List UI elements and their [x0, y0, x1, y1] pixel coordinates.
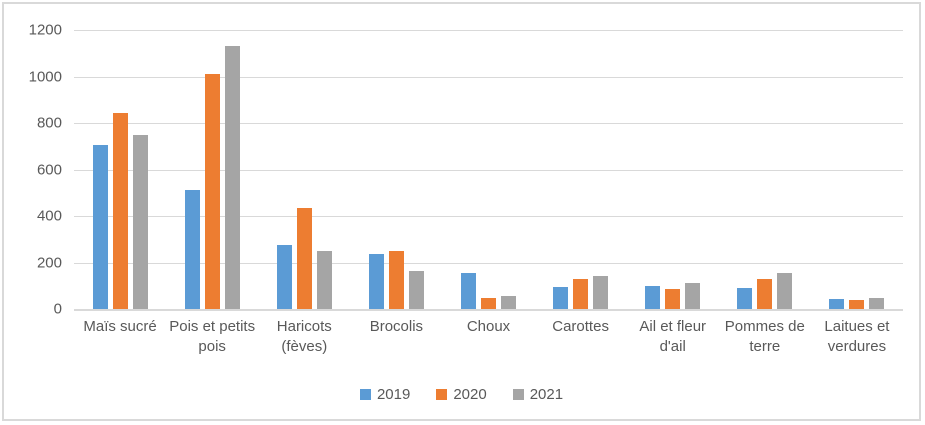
bar-2020 — [573, 278, 589, 309]
y-tick-label: 400 — [36, 207, 62, 225]
bar-2021 — [869, 297, 885, 309]
bar-group — [719, 30, 811, 309]
gridline-0 — [74, 309, 903, 311]
y-tick-label: 0 — [53, 300, 62, 318]
x-axis-label: Laitues et verdures — [824, 318, 890, 355]
bar-group — [811, 30, 903, 309]
x-axis-label: Pommes de terre — [724, 318, 805, 355]
bar-group — [350, 30, 442, 309]
legend-label: 2021 — [529, 386, 564, 403]
x-axis-label: Pois et petits pois — [169, 318, 256, 355]
bar-2021 — [408, 271, 424, 309]
gridline-600 — [74, 169, 903, 171]
bar-2021 — [593, 276, 609, 309]
legend-swatch-icon — [436, 389, 448, 400]
bar-2019 — [829, 298, 845, 309]
bar-2019 — [645, 286, 661, 309]
legend-label: 2019 — [376, 386, 411, 403]
legend: 2019 2020 2021 — [4, 386, 919, 403]
bar-2021 — [777, 272, 793, 309]
x-axis-label: Maïs sucré — [83, 318, 157, 335]
bar-2019 — [368, 253, 384, 309]
bar-2019 — [553, 286, 569, 309]
x-axis-label: Choux — [466, 318, 511, 335]
bar-2020 — [296, 208, 312, 309]
bar-2019 — [276, 245, 292, 309]
legend-item-2019: 2019 — [359, 386, 411, 403]
bar-group — [74, 30, 166, 309]
bar-2019 — [460, 273, 476, 309]
gridline-800 — [74, 123, 903, 124]
gridline-400 — [74, 216, 903, 217]
x-axis-label: Brocolis — [369, 318, 424, 335]
x-axis-label: Ail et fleur d'ail — [639, 318, 707, 355]
bar-2021 — [316, 250, 332, 309]
bar-2019 — [737, 288, 753, 309]
bar-2020 — [757, 278, 773, 309]
bar-2021 — [132, 135, 148, 309]
x-axis-label: Haricots (fèves) — [276, 318, 332, 355]
y-tick-label: 600 — [36, 161, 62, 178]
gridline-1000 — [74, 76, 903, 78]
bar-2021 — [500, 296, 516, 309]
bar-groups — [74, 30, 903, 309]
bar-2020 — [849, 299, 865, 309]
x-axis-label: Carottes — [552, 318, 609, 335]
gridline-200 — [74, 262, 903, 264]
y-axis: 0 200 400 600 800 1000 1200 — [4, 23, 62, 317]
bar-group — [627, 30, 719, 309]
bar-2020 — [388, 251, 404, 309]
legend-label: 2020 — [453, 386, 487, 403]
legend-item-2020: 2020 — [436, 386, 487, 403]
y-tick-label: 1200 — [28, 21, 62, 39]
x-axis: Maïs sucré Pois et petits pois Haricots (f… — [74, 317, 903, 356]
bar-group — [258, 30, 350, 309]
bar-2019 — [184, 190, 200, 309]
bar-2019 — [92, 145, 108, 309]
bar-group — [442, 30, 534, 309]
bar-group — [166, 30, 258, 309]
chart-frame: 0 200 400 600 800 1000 1200 Maïs sucré Pois et … — [2, 2, 921, 421]
gridline-1200 — [74, 30, 903, 31]
bar-2020 — [112, 112, 128, 309]
bar-2020 — [665, 289, 681, 309]
bar-2021 — [224, 46, 240, 309]
bar-group — [535, 30, 627, 309]
y-tick-label: 1000 — [28, 68, 62, 85]
plot-area — [74, 30, 903, 311]
legend-swatch-icon — [512, 389, 524, 400]
bar-2020 — [204, 73, 220, 309]
y-tick-label: 800 — [36, 114, 62, 132]
legend-item-2021: 2021 — [512, 386, 564, 403]
legend-swatch-icon — [359, 389, 371, 400]
bar-2021 — [685, 282, 701, 309]
y-tick-label: 200 — [36, 254, 62, 271]
bar-2020 — [480, 297, 496, 309]
